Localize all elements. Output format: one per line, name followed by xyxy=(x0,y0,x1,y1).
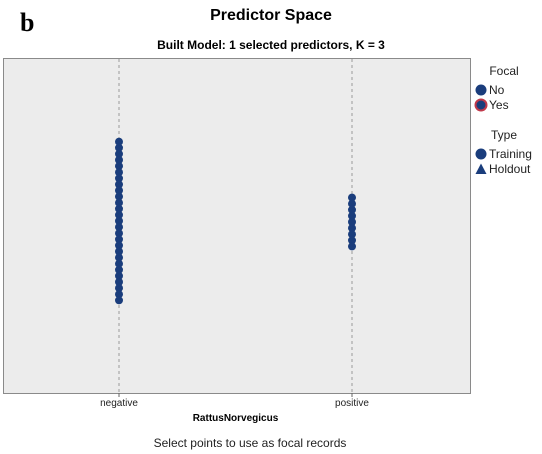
data-point-positive[interactable] xyxy=(348,193,356,202)
chart-title: Predictor Space xyxy=(210,7,332,24)
data-point-negative[interactable] xyxy=(115,247,123,256)
legend-item-no[interactable]: No xyxy=(474,82,540,97)
data-point-negative[interactable] xyxy=(115,265,123,274)
data-point-negative[interactable] xyxy=(115,156,123,164)
data-point-negative[interactable] xyxy=(115,223,123,232)
panel-letter: b xyxy=(20,8,35,37)
data-point-positive[interactable] xyxy=(348,242,356,251)
legend-label-no: No xyxy=(489,82,505,97)
data-point-negative[interactable] xyxy=(115,143,123,152)
data-point-negative[interactable] xyxy=(115,253,123,262)
data-point-negative[interactable] xyxy=(115,192,123,201)
data-point-negative[interactable] xyxy=(115,204,123,213)
instruction-text: Select points to use as focal records xyxy=(153,436,347,450)
data-point-negative[interactable] xyxy=(115,168,123,177)
x-axis-label: RattusNorvegicus xyxy=(192,413,279,424)
data-point-negative[interactable] xyxy=(115,290,123,299)
data-point-positive[interactable] xyxy=(348,218,356,226)
data-point-negative[interactable] xyxy=(115,186,123,195)
data-point-positive[interactable] xyxy=(348,199,356,208)
data-point-negative[interactable] xyxy=(115,259,123,268)
data-point-negative[interactable] xyxy=(115,229,123,238)
data-point-negative[interactable] xyxy=(115,198,123,207)
data-point-negative[interactable] xyxy=(115,278,123,286)
legend-label-training: Training xyxy=(489,146,532,161)
data-point-negative[interactable] xyxy=(115,284,123,293)
data-point-negative[interactable] xyxy=(115,235,123,244)
legend-item-holdout[interactable]: Holdout xyxy=(474,161,540,176)
x-tick-label-positive: positive xyxy=(335,398,369,409)
data-point-negative[interactable] xyxy=(115,241,123,250)
legend-item-yes[interactable]: Yes xyxy=(474,97,540,112)
data-point-positive[interactable] xyxy=(348,236,356,245)
data-point-negative[interactable] xyxy=(115,180,123,189)
data-point-negative[interactable] xyxy=(115,217,123,225)
data-point-negative[interactable] xyxy=(115,162,123,171)
legend-title-focal: Focal xyxy=(489,64,519,78)
data-point-negative[interactable] xyxy=(115,137,123,146)
data-point-negative[interactable] xyxy=(115,210,123,219)
plot-area[interactable] xyxy=(3,58,471,394)
data-point-negative[interactable] xyxy=(115,296,123,305)
data-point-positive[interactable] xyxy=(348,211,356,220)
triangle-marker-icon xyxy=(475,163,487,174)
legend-item-training[interactable]: Training xyxy=(474,146,540,161)
focal-circle-marker-icon xyxy=(474,98,488,111)
legend-title-type: Type xyxy=(490,128,517,142)
data-point-positive[interactable] xyxy=(348,205,356,214)
data-point-negative[interactable] xyxy=(115,174,123,183)
legend: Focal No Yes Type Training Holdout xyxy=(474,64,540,176)
data-point-negative[interactable] xyxy=(115,271,123,280)
legend-label-yes: Yes xyxy=(489,97,509,112)
x-tick-label-negative: negative xyxy=(100,398,138,409)
data-point-negative[interactable] xyxy=(115,149,123,158)
chart-subtitle: Built Model: 1 selected predictors, K = … xyxy=(157,38,385,52)
data-point-positive[interactable] xyxy=(348,224,356,233)
legend-label-holdout: Holdout xyxy=(489,161,531,176)
circle-marker-icon xyxy=(475,84,487,95)
data-point-positive[interactable] xyxy=(348,230,356,239)
circle-marker-icon xyxy=(475,148,487,159)
